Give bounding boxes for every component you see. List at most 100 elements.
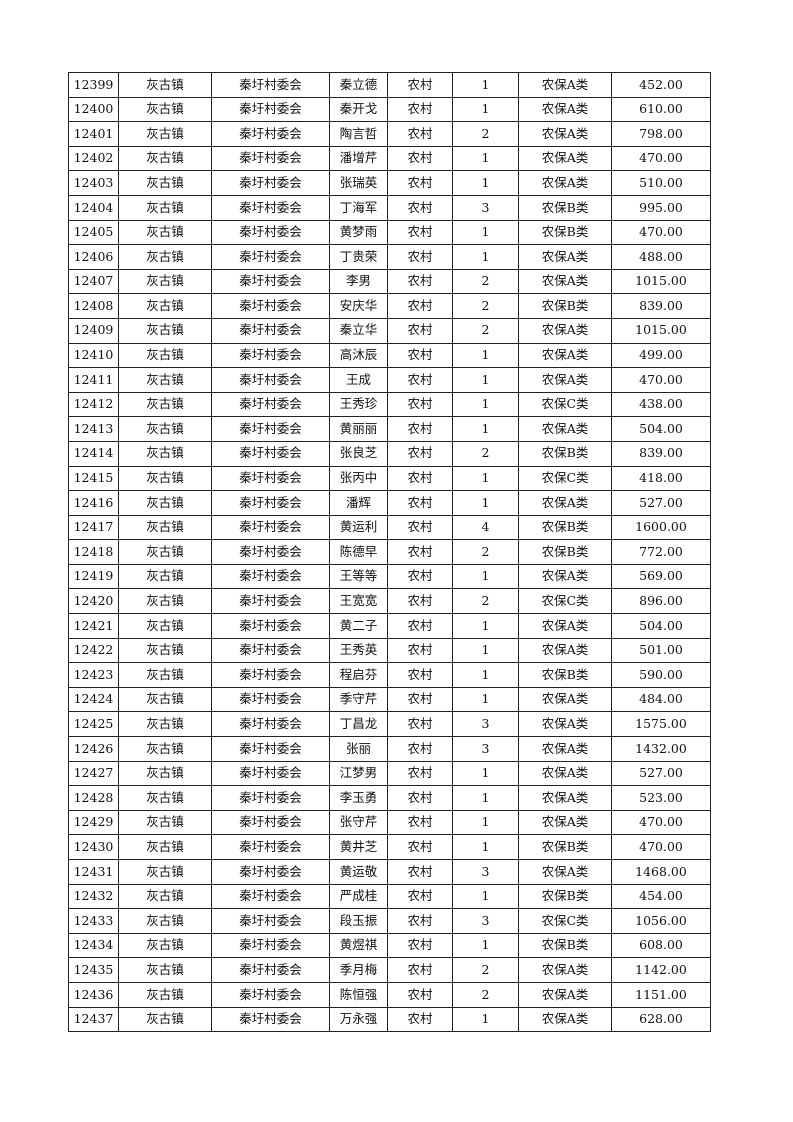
member-count-cell: 1	[452, 72, 519, 98]
id-cell: 12410	[68, 342, 119, 369]
town-cell: 灰古镇	[118, 662, 212, 688]
id-cell: 12431	[68, 859, 119, 885]
amount-cell: 499.00	[611, 342, 711, 369]
amount-cell: 1142.00	[611, 957, 711, 983]
town-cell: 灰古镇	[118, 563, 212, 590]
village-committee-cell: 秦圩村委会	[211, 342, 330, 369]
insurance-category-cell: 农保C类	[518, 588, 612, 615]
town-cell: 灰古镇	[118, 121, 212, 147]
town-cell: 灰古镇	[118, 1006, 212, 1033]
insurance-category-cell: 农保A类	[518, 170, 612, 196]
village-committee-cell: 秦圩村委会	[211, 514, 330, 541]
member-count-cell: 2	[452, 121, 519, 147]
insurance-category-cell: 农保A类	[518, 72, 612, 98]
household-type-cell: 农村	[387, 342, 453, 369]
data-table: 12399 灰古镇 秦圩村委会 秦立德 农村 1 农保A类 452.00 12400 灰古镇 秦圩村…	[68, 72, 711, 1033]
name-cell: 张良芝	[329, 440, 388, 467]
table-row: 12418 灰古镇 秦圩村委会 陈德早 农村 2 农保B类 772.00	[68, 539, 711, 565]
name-cell: 秦立德	[329, 72, 388, 98]
amount-cell: 628.00	[611, 1006, 711, 1033]
amount-cell: 470.00	[611, 834, 711, 860]
insurance-category-cell: 农保B类	[518, 539, 612, 565]
table-row: 12400 灰古镇 秦圩村委会 秦开戈 农村 1 农保A类 610.00	[68, 96, 711, 123]
member-count-cell: 1	[452, 490, 519, 516]
household-type-cell: 农村	[387, 121, 453, 147]
name-cell: 黄运敬	[329, 859, 388, 885]
table-row: 12433 灰古镇 秦圩村委会 段玉振 农村 3 农保C类 1056.00	[68, 908, 711, 934]
insurance-category-cell: 农保B类	[518, 194, 612, 221]
village-committee-cell: 秦圩村委会	[211, 859, 330, 885]
name-cell: 秦开戈	[329, 96, 388, 123]
insurance-category-cell: 农保B类	[518, 883, 612, 910]
household-type-cell: 农村	[387, 588, 453, 615]
table-row: 12408 灰古镇 秦圩村委会 安庆华 农村 2 农保B类 839.00	[68, 293, 711, 319]
id-cell: 12412	[68, 391, 119, 418]
member-count-cell: 3	[452, 908, 519, 934]
id-cell: 12404	[68, 194, 119, 221]
amount-cell: 510.00	[611, 170, 711, 196]
member-count-cell: 1	[452, 613, 519, 639]
insurance-category-cell: 农保A类	[518, 637, 612, 664]
village-committee-cell: 秦圩村委会	[211, 785, 330, 811]
id-cell: 12403	[68, 170, 119, 196]
amount-cell: 1015.00	[611, 317, 711, 344]
table-row: 12411 灰古镇 秦圩村委会 王成 农村 1 农保A类 470.00	[68, 367, 711, 393]
household-type-cell: 农村	[387, 932, 453, 959]
household-type-cell: 农村	[387, 637, 453, 664]
village-committee-cell: 秦圩村委会	[211, 145, 330, 172]
amount-cell: 470.00	[611, 219, 711, 246]
village-committee-cell: 秦圩村委会	[211, 588, 330, 615]
id-cell: 12425	[68, 711, 119, 738]
name-cell: 江梦男	[329, 760, 388, 787]
name-cell: 秦立华	[329, 317, 388, 344]
village-committee-cell: 秦圩村委会	[211, 834, 330, 860]
town-cell: 灰古镇	[118, 760, 212, 787]
amount-cell: 590.00	[611, 662, 711, 688]
village-committee-cell: 秦圩村委会	[211, 539, 330, 565]
member-count-cell: 1	[452, 416, 519, 442]
amount-cell: 470.00	[611, 367, 711, 393]
village-committee-cell: 秦圩村委会	[211, 244, 330, 270]
village-committee-cell: 秦圩村委会	[211, 711, 330, 738]
name-cell: 安庆华	[329, 293, 388, 319]
amount-cell: 1600.00	[611, 514, 711, 541]
household-type-cell: 农村	[387, 834, 453, 860]
table-row: 12406 灰古镇 秦圩村委会 丁贵荣 农村 1 农保A类 488.00	[68, 244, 711, 270]
village-committee-cell: 秦圩村委会	[211, 563, 330, 590]
name-cell: 张丽	[329, 736, 388, 762]
amount-cell: 839.00	[611, 293, 711, 319]
town-cell: 灰古镇	[118, 317, 212, 344]
household-type-cell: 农村	[387, 760, 453, 787]
insurance-category-cell: 农保A类	[518, 1006, 612, 1033]
insurance-category-cell: 农保C类	[518, 465, 612, 492]
table-row: 12413 灰古镇 秦圩村委会 黄丽丽 农村 1 农保A类 504.00	[68, 416, 711, 442]
town-cell: 灰古镇	[118, 613, 212, 639]
household-type-cell: 农村	[387, 490, 453, 516]
insurance-category-cell: 农保A类	[518, 760, 612, 787]
id-cell: 12408	[68, 293, 119, 319]
amount-cell: 501.00	[611, 637, 711, 664]
table-row: 12409 灰古镇 秦圩村委会 秦立华 农村 2 农保A类 1015.00	[68, 317, 711, 344]
amount-cell: 527.00	[611, 490, 711, 516]
member-count-cell: 1	[452, 809, 519, 836]
town-cell: 灰古镇	[118, 194, 212, 221]
amount-cell: 772.00	[611, 539, 711, 565]
name-cell: 段玉振	[329, 908, 388, 934]
amount-cell: 798.00	[611, 121, 711, 147]
table-row: 12423 灰古镇 秦圩村委会 程启芬 农村 1 农保B类 590.00	[68, 662, 711, 688]
member-count-cell: 2	[452, 957, 519, 983]
table-row: 12419 灰古镇 秦圩村委会 王等等 农村 1 农保A类 569.00	[68, 563, 711, 590]
member-count-cell: 2	[452, 317, 519, 344]
id-cell: 12437	[68, 1006, 119, 1033]
insurance-category-cell: 农保A类	[518, 121, 612, 147]
name-cell: 黄梦雨	[329, 219, 388, 246]
amount-cell: 569.00	[611, 563, 711, 590]
village-committee-cell: 秦圩村委会	[211, 317, 330, 344]
name-cell: 王宽宽	[329, 588, 388, 615]
id-cell: 12400	[68, 96, 119, 123]
household-type-cell: 农村	[387, 1006, 453, 1033]
amount-cell: 610.00	[611, 96, 711, 123]
name-cell: 季月梅	[329, 957, 388, 983]
insurance-category-cell: 农保B类	[518, 440, 612, 467]
town-cell: 灰古镇	[118, 908, 212, 934]
